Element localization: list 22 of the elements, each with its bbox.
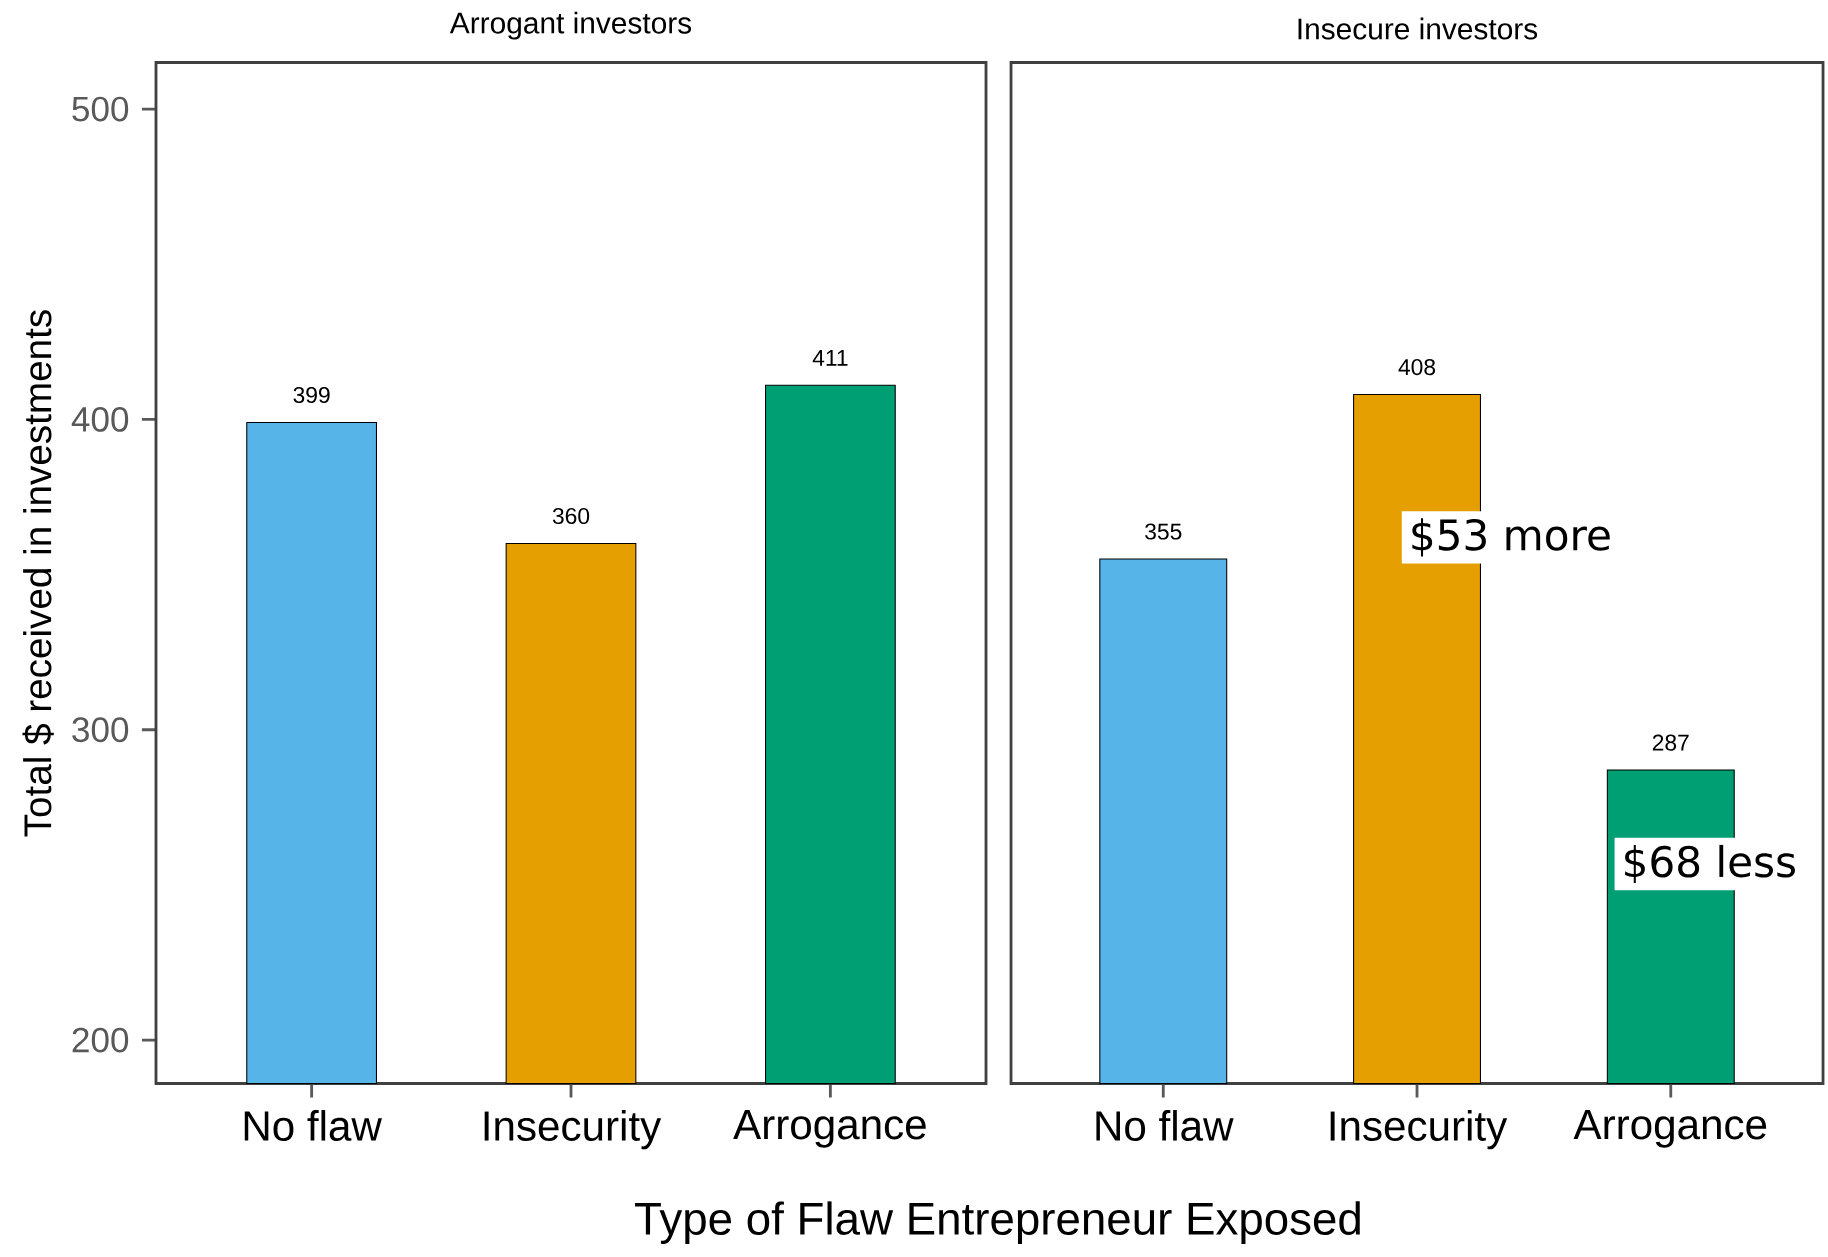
- x-tick-label: Arrogance: [733, 1110, 926, 1149]
- chart-title: Insecure investors: [1298, 17, 1538, 40]
- data-label: 287: [1652, 734, 1689, 751]
- y-tick-label: 200: [72, 1027, 129, 1053]
- y-tick-label: 500: [72, 96, 129, 122]
- x-tick-label: No flaw: [1096, 1110, 1234, 1142]
- x-axis-title: Type of Flaw Entrepreneur Exposed: [635, 1201, 1360, 1245]
- chart-title: Arrogant investors: [449, 11, 692, 40]
- x-tick-label: No flaw: [244, 1110, 382, 1142]
- data-label: 355: [1145, 523, 1182, 540]
- y-tick-label: 400: [71, 407, 129, 433]
- y-axis-title: Total $ received in investments: [22, 310, 54, 837]
- x-tick-label: Insecurity: [484, 1110, 662, 1150]
- data-label: 360: [552, 508, 590, 525]
- x-tick-label: Insecurity: [1330, 1110, 1508, 1150]
- data-label: 408: [1398, 359, 1436, 376]
- annotation: $68 less: [1625, 845, 1795, 884]
- y-tick-label: 300: [72, 717, 129, 743]
- x-tick-label: Arrogance: [1573, 1110, 1767, 1149]
- annotation: $53 more: [1412, 518, 1610, 557]
- data-label: 411: [812, 350, 848, 367]
- data-label: 399: [293, 387, 330, 404]
